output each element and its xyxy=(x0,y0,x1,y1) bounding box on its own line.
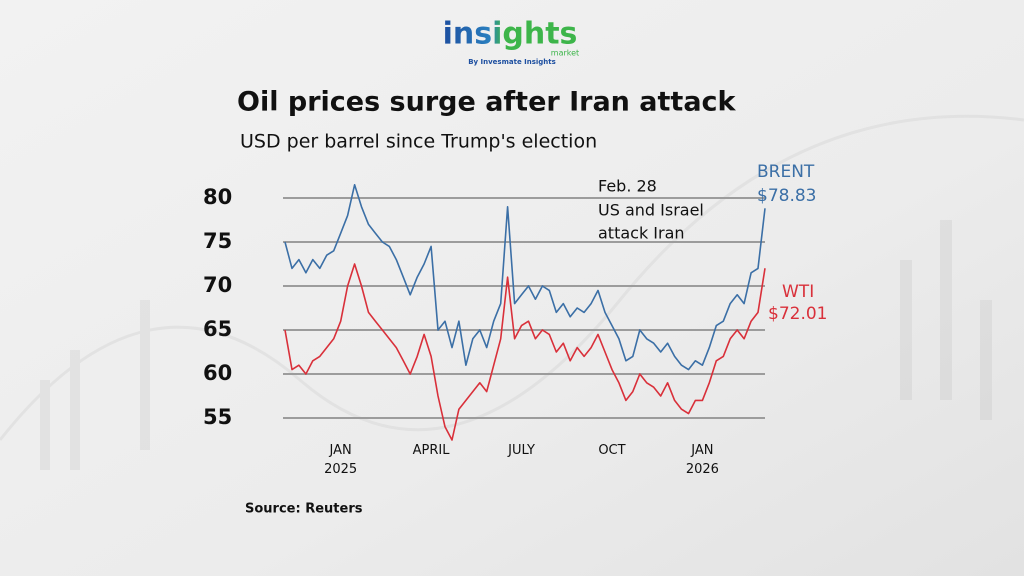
x-tick-label: APRIL xyxy=(413,443,451,458)
source: Source: Reuters xyxy=(245,502,363,517)
x-tick-label: OCT xyxy=(598,443,625,458)
y-tick-label: 65 xyxy=(203,317,232,341)
annotation: attack Iran xyxy=(598,224,685,243)
value-label: $72.01 xyxy=(768,304,827,324)
series-line xyxy=(284,263,766,441)
logo-brand: insights xyxy=(443,17,578,52)
series-label: WTI xyxy=(782,282,814,302)
y-tick-label: 55 xyxy=(203,405,232,429)
y-tick-label: 60 xyxy=(203,361,232,385)
series-line xyxy=(284,184,766,371)
chart-title: Oil prices surge after Iran attack xyxy=(237,87,737,118)
series-label: BRENT xyxy=(757,162,815,182)
y-tick-label: 80 xyxy=(203,185,232,209)
value-label: $78.83 xyxy=(757,186,816,206)
chart-subtitle: USD per barrel since Trump's election xyxy=(240,131,597,153)
x-tick-label: JAN 2025 xyxy=(324,443,357,477)
x-tick-label: JULY xyxy=(507,443,535,458)
logo-sub: market xyxy=(551,49,579,58)
annotation: Feb. 28 xyxy=(598,177,657,196)
x-tick-label: JAN 2026 xyxy=(686,443,719,477)
y-tick-label: 75 xyxy=(203,229,232,253)
logo-byline: By Invesmate Insights xyxy=(468,58,556,66)
annotation: US and Israel xyxy=(598,201,704,220)
y-tick-label: 70 xyxy=(203,273,232,297)
